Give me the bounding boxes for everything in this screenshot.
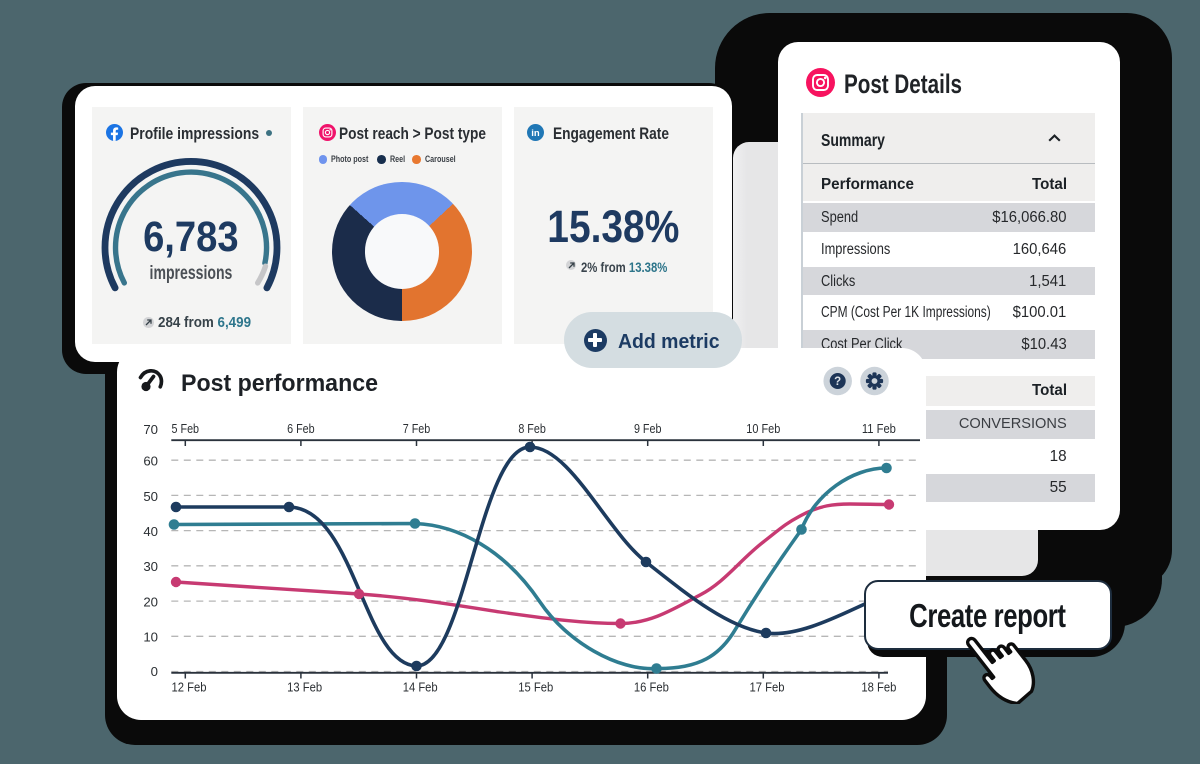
- svg-text:10: 10: [143, 630, 158, 645]
- svg-text:8 Feb: 8 Feb: [518, 421, 546, 436]
- svg-text:?: ?: [834, 376, 841, 388]
- svg-text:17 Feb: 17 Feb: [750, 680, 785, 695]
- svg-text:60: 60: [143, 454, 158, 469]
- svg-text:0: 0: [151, 664, 158, 679]
- svg-text:16 Feb: 16 Feb: [634, 680, 669, 695]
- svg-text:13 Feb: 13 Feb: [287, 680, 322, 695]
- svg-text:10 Feb: 10 Feb: [746, 421, 780, 436]
- svg-text:5 Feb: 5 Feb: [172, 421, 200, 436]
- svg-text:Post performance: Post performance: [181, 370, 378, 397]
- svg-text:70: 70: [143, 422, 158, 437]
- svg-text:in: in: [531, 128, 540, 139]
- svg-text:18 Feb: 18 Feb: [861, 680, 896, 695]
- svg-text:50: 50: [143, 489, 158, 504]
- svg-text:14 Feb: 14 Feb: [403, 680, 438, 695]
- svg-text:6 Feb: 6 Feb: [287, 421, 315, 436]
- svg-text:7 Feb: 7 Feb: [403, 421, 431, 436]
- svg-text:11 Feb: 11 Feb: [862, 421, 896, 436]
- svg-text:15 Feb: 15 Feb: [518, 680, 553, 695]
- svg-text:12 Feb: 12 Feb: [172, 680, 207, 695]
- svg-text:9 Feb: 9 Feb: [634, 421, 662, 436]
- svg-text:30: 30: [143, 559, 158, 574]
- svg-text:20: 20: [143, 594, 158, 609]
- svg-text:40: 40: [143, 524, 158, 539]
